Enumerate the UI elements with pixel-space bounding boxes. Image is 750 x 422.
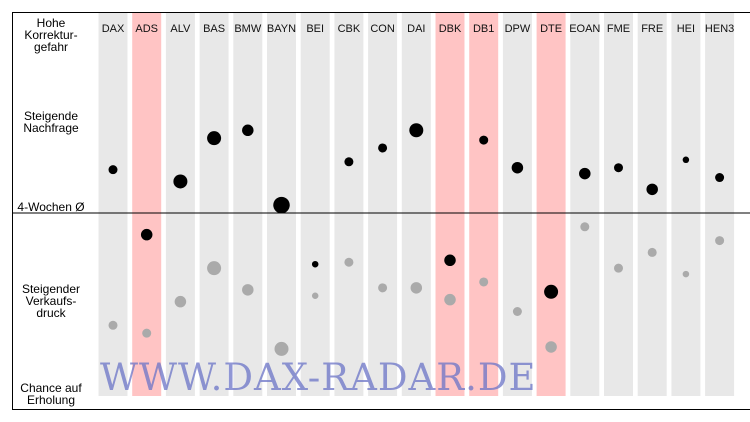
tick-label-bas: BAS: [203, 23, 225, 35]
column-dpw: [502, 13, 532, 396]
point-current-dax: [108, 165, 118, 175]
column-bas: [199, 13, 229, 396]
y-label-baseline: 4-Wochen Ø: [17, 200, 85, 214]
column-eoan: [570, 13, 600, 396]
y-label-lower: Steigender Verkaufs-druck: [21, 282, 81, 320]
point-current-db1: [479, 135, 489, 145]
tick-label-cbk: CBK: [338, 23, 361, 35]
point-current-dai: [409, 123, 424, 138]
point-current-alv: [173, 174, 188, 189]
point-previous-hen3: [715, 236, 725, 246]
column-dte: [536, 13, 566, 396]
point-previous-dpw: [512, 307, 522, 316]
tick-label-fme: FME: [607, 23, 630, 35]
column-dax: [98, 13, 128, 396]
point-previous-hei: [682, 270, 690, 278]
tick-label-dai: DAI: [407, 23, 425, 35]
column-bei: [300, 13, 330, 396]
y-label-upper: Steigende Nachfrage: [23, 109, 79, 135]
point-current-bei: [311, 260, 319, 268]
point-current-hei: [682, 156, 690, 164]
point-previous-fme: [614, 263, 623, 273]
watermark: WWW.DAX-RADAR.DE: [100, 356, 537, 399]
column-hen3: [705, 13, 735, 396]
tick-label-fre: FRE: [641, 23, 663, 35]
column-dai: [401, 13, 431, 396]
tick-label-bei: BEI: [306, 23, 324, 35]
column-con: [368, 13, 398, 396]
point-current-bas: [207, 131, 222, 146]
point-previous-db1: [479, 277, 489, 287]
tick-label-dbk: DBK: [439, 23, 462, 35]
column-dbk: [435, 13, 465, 396]
tick-label-dte: DTE: [540, 23, 562, 35]
column-bmw: [233, 13, 263, 396]
point-previous-bas: [207, 261, 222, 276]
tick-label-hei: HEI: [677, 23, 695, 35]
point-current-ads: [140, 228, 153, 241]
point-current-hen3: [715, 173, 725, 183]
point-previous-bayn: [274, 341, 289, 356]
point-previous-con: [378, 283, 388, 293]
tick-label-ads: ADS: [135, 23, 158, 35]
point-previous-dbk: [444, 293, 456, 306]
tick-label-dpw: DPW: [505, 23, 531, 35]
column-cbk: [334, 13, 364, 396]
point-current-fre: [646, 183, 658, 196]
chart-frame: [12, 12, 750, 410]
point-current-con: [378, 143, 388, 153]
point-current-dbk: [444, 254, 456, 267]
point-current-bmw: [242, 124, 254, 137]
tick-label-con: CON: [370, 23, 395, 35]
point-current-bayn: [273, 196, 290, 214]
y-label-top: Hohe Korrektur-gefahr: [24, 16, 78, 54]
point-previous-fre: [647, 247, 657, 257]
point-current-fme: [614, 163, 623, 173]
column-hei: [671, 13, 701, 396]
tick-label-hen3: HEN3: [705, 23, 734, 35]
tick-label-bmw: BMW: [234, 23, 262, 35]
point-previous-eoan: [580, 222, 590, 232]
point-previous-bmw: [242, 284, 254, 296]
tick-label-bayn: BAYN: [267, 23, 296, 35]
point-previous-cbk: [344, 257, 354, 267]
column-fme: [604, 13, 633, 396]
point-previous-ads: [142, 328, 152, 338]
tick-label-eoan: EOAN: [569, 23, 600, 35]
point-previous-dte: [545, 341, 557, 353]
y-label-bottom: Chance auf Erholung: [20, 381, 82, 407]
point-previous-alv: [174, 295, 187, 308]
point-previous-bei: [311, 292, 319, 299]
point-previous-dai: [410, 282, 423, 294]
tick-label-alv: ALV: [170, 23, 191, 35]
point-current-dpw: [511, 161, 524, 174]
tick-label-dax: DAX: [102, 23, 125, 35]
point-current-eoan: [579, 167, 591, 180]
point-previous-dax: [108, 320, 118, 330]
point-current-dte: [544, 284, 559, 299]
column-alv: [165, 13, 195, 396]
column-fre: [637, 13, 667, 396]
column-db1: [469, 13, 499, 396]
point-current-cbk: [344, 157, 354, 167]
tick-label-db1: DB1: [473, 23, 494, 35]
